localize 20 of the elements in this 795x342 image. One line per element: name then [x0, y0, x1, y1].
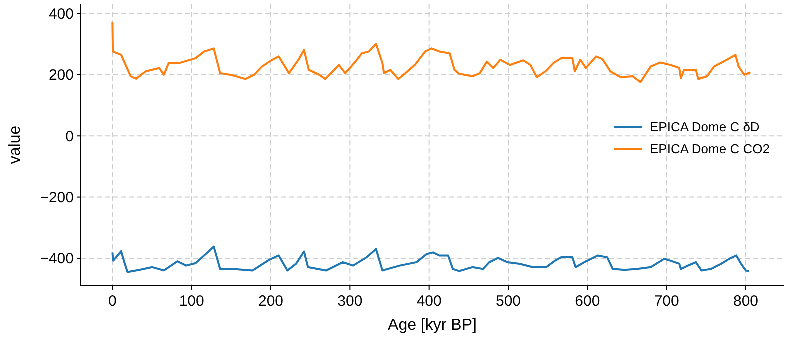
y-tick-label: 0 [66, 128, 74, 146]
y-tick-label: 400 [48, 6, 74, 24]
line-series [112, 21, 752, 84]
y-tick-label: 200 [48, 67, 74, 84]
x-axis-title: Age [kyr BP] [388, 317, 477, 334]
x-tick-label: 600 [575, 293, 600, 310]
line-series [112, 246, 750, 274]
x-tick-label: 700 [654, 293, 680, 310]
x-tick-label: 0 [108, 293, 117, 310]
x-tick-label: 500 [496, 293, 522, 310]
legend-label: EPICA Dome C CO2 [650, 142, 770, 157]
x-tick-label: 100 [179, 293, 204, 310]
legend-label: EPICA Dome C δD [650, 120, 760, 135]
x-tick-label: 200 [258, 293, 284, 310]
x-tick-label: 400 [416, 293, 442, 310]
y-tick-label: −400 [40, 250, 74, 268]
x-tick-label: 300 [338, 293, 363, 310]
y-axis-title: value [7, 126, 24, 164]
y-tick-label: −200 [40, 190, 74, 207]
x-tick-label: 800 [733, 293, 759, 310]
